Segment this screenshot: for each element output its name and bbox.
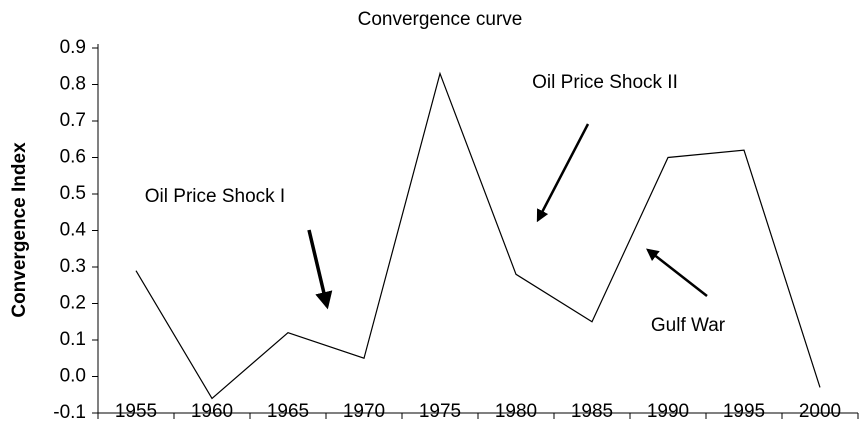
y-tick-label: 0.9 (60, 37, 86, 58)
x-tick-label: 1995 (723, 401, 765, 422)
y-axis-label: Convergence Index (9, 142, 30, 318)
line (135, 71, 821, 400)
y-tick-label: 0.5 (60, 183, 86, 204)
x-tick-label: 1980 (495, 401, 537, 422)
chart-title: Convergence curve (358, 9, 523, 30)
arrow (307, 229, 333, 310)
x-tick-label: 1965 (267, 401, 309, 422)
x-tick-label: 1990 (647, 401, 689, 422)
y-tick-label: 0.6 (60, 147, 86, 168)
y-tick-label: 0.7 (60, 110, 86, 131)
annotation: Oil Price Shock I (145, 186, 285, 207)
x-tick-label: 1960 (191, 401, 233, 422)
y-tick-label: 0.3 (60, 256, 86, 277)
x-tick-label: 1975 (419, 401, 461, 422)
annotation: Gulf War (651, 315, 726, 336)
y-tick-label: 0.1 (60, 329, 86, 350)
arrow (536, 123, 590, 223)
y-tick-label: 0.4 (60, 220, 87, 241)
x-tick-label: 1970 (343, 401, 385, 422)
y-tick-label: -0.1 (53, 402, 86, 423)
x-tick-label: 1985 (571, 401, 613, 422)
annotation: Oil Price Shock II (532, 72, 678, 93)
x-tick-label: 2000 (799, 401, 841, 422)
arrow (646, 248, 708, 297)
y-tick-label: 0.8 (60, 74, 86, 95)
y-tick-label: 0.2 (60, 293, 86, 314)
x-tick-label: 1955 (115, 401, 157, 422)
y-tick-label: 0.0 (60, 366, 86, 387)
